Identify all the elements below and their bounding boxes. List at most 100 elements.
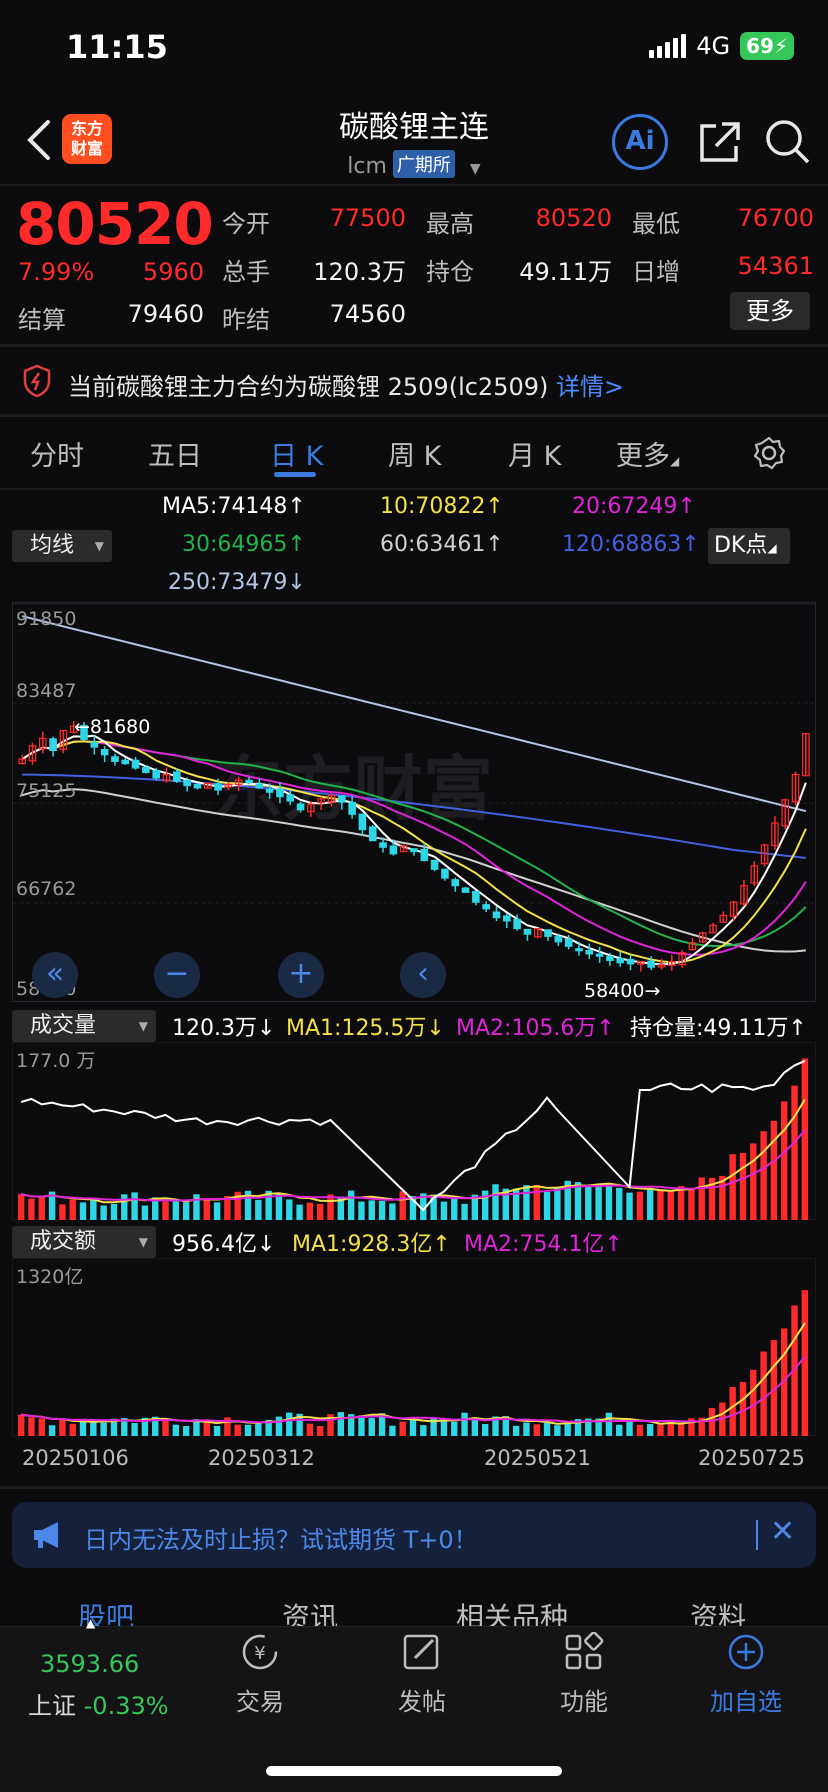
back-icon[interactable] <box>24 118 54 162</box>
prev-settle-value: 74560 <box>329 300 406 328</box>
nav-add-watchlist[interactable]: 加自选 <box>686 1632 806 1717</box>
volume-bar <box>781 1328 788 1436</box>
promo-text[interactable]: 日内无法及时止损？试试期货 T+0！ <box>84 1526 478 1554</box>
volume-bar <box>801 1058 809 1220</box>
volume-bar <box>719 1175 726 1220</box>
candle <box>513 918 521 930</box>
candle <box>142 767 150 773</box>
volume-bar <box>554 1425 561 1436</box>
candle <box>657 964 666 968</box>
volume-bar <box>471 1417 479 1436</box>
volume-bar <box>110 1418 118 1436</box>
grid-icon <box>565 1631 604 1670</box>
turnover-indicator-selector[interactable]: 成交额 ▼ <box>12 1226 156 1258</box>
scroll-left-icon[interactable]: ‹ <box>400 952 446 998</box>
more-button[interactable]: 更多 <box>730 292 810 330</box>
volume-bar <box>100 1422 107 1436</box>
turnover-ma1: MA1:928.3亿↑ <box>292 1232 451 1257</box>
tab-five-day[interactable]: 五日 <box>148 441 202 472</box>
candle <box>771 822 779 847</box>
volume-bar <box>213 1202 221 1220</box>
ma120-label: 120:68863↑ <box>562 532 700 557</box>
candle <box>410 848 418 853</box>
share-icon[interactable] <box>696 118 744 166</box>
volume-bar <box>347 1190 355 1220</box>
daily-inc-value: 54361 <box>737 252 814 280</box>
volume-bar <box>316 1425 324 1436</box>
volume-indicator-selector[interactable]: 成交量 ▼ <box>12 1010 156 1042</box>
volume-bar <box>100 1205 107 1220</box>
volume-bar <box>512 1188 520 1220</box>
tab-daily-k[interactable]: 日 K <box>270 441 324 472</box>
volume-bar <box>451 1421 458 1436</box>
ai-assistant-icon[interactable]: Ai <box>612 114 668 170</box>
candle <box>348 801 356 815</box>
ma-selector[interactable]: 均线 ▼ <box>12 530 112 562</box>
ma20-line <box>21 740 807 956</box>
volume-bar <box>461 1412 468 1436</box>
volume-bar <box>244 1424 252 1436</box>
candle <box>688 942 697 951</box>
volume-bar <box>760 1131 767 1220</box>
index-ticker[interactable]: 上证 -0.33% <box>28 1692 169 1720</box>
volume-ma2: MA2:105.6万↑ <box>456 1016 615 1041</box>
dk-point-button[interactable]: DK点◢ <box>708 528 790 564</box>
volume-bar <box>430 1417 437 1436</box>
candle <box>740 885 748 905</box>
kline-chart[interactable]: 东方财富 <box>12 602 816 1002</box>
candle <box>327 794 336 803</box>
gear-icon[interactable] <box>752 436 786 470</box>
search-icon[interactable] <box>762 116 812 166</box>
volume-bar <box>234 1191 241 1220</box>
volume-bar <box>172 1200 180 1220</box>
ma60-line <box>21 788 806 953</box>
expand-icon[interactable]: ▲ <box>86 1616 96 1630</box>
index-value[interactable]: 3593.66 <box>40 1650 140 1678</box>
candle <box>152 769 161 779</box>
candle <box>49 738 57 751</box>
candle <box>606 956 614 962</box>
candle <box>173 771 181 782</box>
volume-chart[interactable] <box>12 1042 816 1220</box>
volume-bar <box>182 1202 190 1220</box>
home-indicator <box>266 1766 562 1776</box>
candle <box>286 794 295 802</box>
tab-monthly-k[interactable]: 月 K <box>508 441 562 472</box>
tab-more[interactable]: 更多◢ <box>616 441 680 472</box>
volume-label: 总手 <box>222 258 270 286</box>
volume-bar <box>636 1191 644 1220</box>
candle <box>667 960 676 966</box>
candle <box>111 756 119 762</box>
contract-subtitle[interactable]: lcm 广期所 ▼ <box>0 150 828 179</box>
close-icon[interactable]: ✕ <box>770 1514 796 1549</box>
promo-divider <box>756 1520 758 1550</box>
nav-post[interactable]: 发帖 <box>362 1632 482 1717</box>
page-title[interactable]: 碳酸锂主连 <box>339 110 489 145</box>
volume-bar <box>38 1197 45 1220</box>
candle <box>317 798 325 804</box>
volume-bar <box>595 1418 602 1436</box>
volume-bar <box>564 1422 571 1436</box>
zoom-out-icon[interactable]: − <box>154 952 200 998</box>
candle <box>90 741 99 748</box>
candle <box>575 948 583 952</box>
candle <box>276 788 284 798</box>
turnover-chart[interactable] <box>12 1258 816 1436</box>
zoom-in-icon[interactable]: + <box>278 952 324 998</box>
tab-weekly-k[interactable]: 周 K <box>388 441 442 472</box>
open-label: 今开 <box>222 210 270 238</box>
volume-bar <box>193 1419 200 1436</box>
nav-trade[interactable]: ¥ 交易 <box>200 1632 320 1717</box>
nav-functions[interactable]: 功能 <box>524 1631 644 1717</box>
promo-banner[interactable] <box>12 1502 816 1568</box>
volume-bar <box>451 1196 458 1220</box>
volume-bar <box>481 1190 489 1220</box>
scroll-left-fast-icon[interactable]: « <box>32 952 78 998</box>
tab-intraday[interactable]: 分时 <box>30 441 84 472</box>
volume-bar <box>172 1424 180 1436</box>
volume-bar <box>616 1187 623 1220</box>
candle <box>698 932 707 943</box>
volume-bar <box>286 1412 293 1436</box>
candle <box>100 748 109 756</box>
main-contract-notice[interactable]: 当前碳酸锂主力合约为碳酸锂 2509(lc2509) 详情> <box>68 373 625 401</box>
